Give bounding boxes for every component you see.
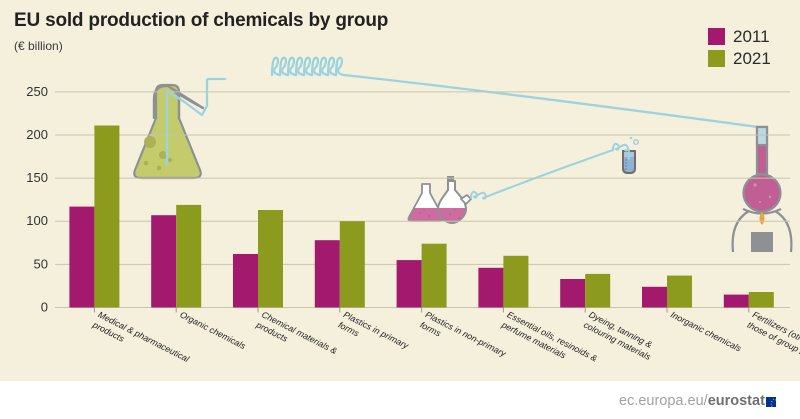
svg-text:250: 250	[26, 84, 48, 99]
svg-text:100: 100	[26, 213, 48, 228]
svg-text:0: 0	[41, 300, 48, 315]
svg-text:Inorganic chemicals: Inorganic chemicals	[669, 309, 743, 353]
svg-text:200: 200	[26, 127, 48, 142]
svg-text:Medical & pharmaceuticalproduc: Medical & pharmaceuticalproducts	[90, 309, 191, 375]
svg-text:Plastics in primaryforms: Plastics in primaryforms	[337, 309, 411, 361]
svg-text:Fertilizers (other thanthose o: Fertilizers (other thanthose of group 27…	[746, 309, 800, 366]
svg-text:Essential oils, resinoids &per: Essential oils, resinoids &perfume mater…	[499, 309, 599, 374]
svg-text:Plastics in non-primaryforms: Plastics in non-primaryforms	[418, 309, 508, 369]
svg-text:Chemical materials &products: Chemical materials &products	[254, 309, 339, 366]
svg-text:150: 150	[26, 170, 48, 185]
svg-text:Organic chemicals: Organic chemicals	[178, 309, 248, 351]
svg-text:50: 50	[34, 256, 48, 271]
